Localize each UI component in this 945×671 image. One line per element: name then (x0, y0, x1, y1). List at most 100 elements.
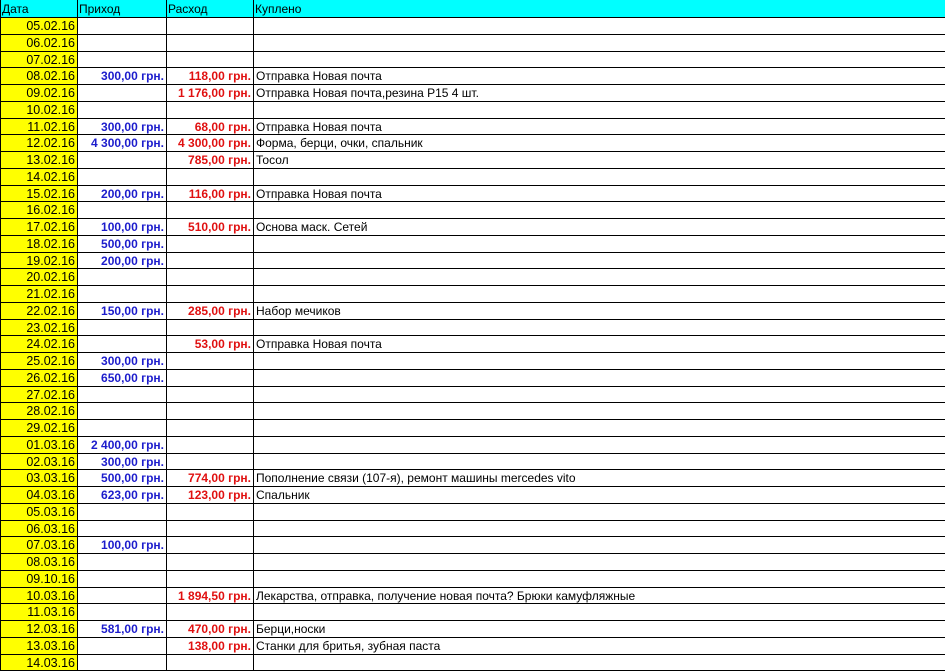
income-cell[interactable] (78, 286, 167, 303)
description-cell[interactable] (254, 253, 945, 270)
date-cell[interactable]: 27.02.16 (1, 386, 78, 404)
income-cell[interactable]: 200,00 грн. (78, 252, 167, 270)
expense-cell[interactable] (167, 353, 254, 370)
description-cell[interactable] (254, 353, 945, 370)
date-cell[interactable]: 24.02.16 (1, 336, 78, 353)
expense-cell[interactable]: 68,00 грн. (167, 118, 254, 136)
expense-cell[interactable] (167, 654, 254, 671)
income-cell[interactable]: 300,00 грн. (78, 353, 167, 370)
date-cell[interactable]: 04.03.16 (1, 487, 78, 504)
description-cell[interactable] (254, 437, 945, 454)
date-cell[interactable]: 11.03.16 (1, 604, 78, 621)
description-cell[interactable]: Тосол (254, 152, 945, 169)
description-cell[interactable] (254, 387, 945, 404)
header-purchased[interactable]: Куплено (254, 0, 945, 18)
description-cell[interactable] (254, 320, 945, 337)
description-cell[interactable] (254, 269, 945, 286)
description-cell[interactable] (254, 236, 945, 253)
income-cell[interactable] (78, 336, 167, 353)
income-cell[interactable] (78, 18, 167, 35)
expense-cell[interactable] (167, 269, 254, 286)
income-cell[interactable]: 300,00 грн. (78, 118, 167, 136)
expense-cell[interactable]: 4 300,00 грн. (167, 135, 254, 152)
date-cell[interactable]: 18.02.16 (1, 235, 78, 253)
date-cell[interactable]: 20.02.16 (1, 269, 78, 286)
income-cell[interactable] (78, 637, 167, 655)
income-cell[interactable] (78, 570, 167, 588)
expense-cell[interactable] (167, 34, 254, 52)
income-cell[interactable] (78, 101, 167, 119)
expense-cell[interactable]: 138,00 грн. (167, 637, 254, 655)
expense-cell[interactable] (167, 453, 254, 471)
description-cell[interactable] (254, 571, 945, 588)
income-cell[interactable]: 300,00 грн. (78, 453, 167, 471)
date-cell[interactable]: 19.02.16 (1, 252, 78, 270)
description-cell[interactable]: Отправка Новая почта (254, 119, 945, 136)
description-cell[interactable] (254, 202, 945, 219)
expense-cell[interactable]: 123,00 грн. (167, 487, 254, 504)
income-cell[interactable]: 581,00 грн. (78, 621, 167, 638)
header-date[interactable]: Дата (1, 0, 78, 18)
expense-cell[interactable] (167, 168, 254, 186)
income-cell[interactable] (78, 520, 167, 538)
description-cell[interactable] (254, 604, 945, 621)
income-cell[interactable] (78, 587, 167, 605)
expense-cell[interactable] (167, 51, 254, 69)
expense-cell[interactable] (167, 202, 254, 219)
income-cell[interactable] (78, 168, 167, 186)
description-cell[interactable] (254, 102, 945, 119)
date-cell[interactable]: 23.02.16 (1, 319, 78, 337)
date-cell[interactable]: 14.03.16 (1, 654, 78, 671)
expense-cell[interactable]: 510,00 грн. (167, 219, 254, 236)
description-cell[interactable] (254, 537, 945, 554)
expense-cell[interactable] (167, 386, 254, 404)
date-cell[interactable]: 09.02.16 (1, 85, 78, 102)
description-cell[interactable] (254, 52, 945, 69)
date-cell[interactable]: 12.03.16 (1, 621, 78, 638)
expense-cell[interactable]: 116,00 грн. (167, 185, 254, 203)
income-cell[interactable] (78, 554, 167, 571)
description-cell[interactable]: Отправка Новая почта (254, 336, 945, 353)
date-cell[interactable]: 26.02.16 (1, 369, 78, 387)
income-cell[interactable]: 100,00 грн. (78, 219, 167, 236)
expense-cell[interactable]: 1 894,50 грн. (167, 587, 254, 605)
description-cell[interactable]: Основа маск. Сетей (254, 219, 945, 236)
expense-cell[interactable] (167, 319, 254, 337)
date-cell[interactable]: 22.02.16 (1, 302, 78, 320)
date-cell[interactable]: 05.03.16 (1, 503, 78, 521)
expense-cell[interactable] (167, 403, 254, 420)
expense-cell[interactable]: 774,00 грн. (167, 470, 254, 487)
expense-cell[interactable]: 470,00 грн. (167, 621, 254, 638)
description-cell[interactable]: Лекарства, отправка, получение новая поч… (254, 588, 945, 605)
income-cell[interactable] (78, 85, 167, 102)
date-cell[interactable]: 17.02.16 (1, 219, 78, 236)
income-cell[interactable] (78, 152, 167, 169)
expense-cell[interactable]: 1 176,00 грн. (167, 85, 254, 102)
expense-cell[interactable] (167, 503, 254, 521)
date-cell[interactable]: 29.02.16 (1, 420, 78, 437)
date-cell[interactable]: 21.02.16 (1, 286, 78, 303)
description-cell[interactable] (254, 35, 945, 52)
description-cell[interactable]: Отправка Новая почта (254, 186, 945, 203)
date-cell[interactable]: 25.02.16 (1, 353, 78, 370)
income-cell[interactable]: 100,00 грн. (78, 537, 167, 554)
income-cell[interactable] (78, 604, 167, 621)
date-cell[interactable]: 02.03.16 (1, 453, 78, 471)
expense-cell[interactable] (167, 604, 254, 621)
header-expense[interactable]: Расход (167, 0, 254, 18)
expense-cell[interactable] (167, 520, 254, 538)
date-cell[interactable]: 11.02.16 (1, 118, 78, 136)
description-cell[interactable]: Пополнение связи (107-я), ремонт машины … (254, 470, 945, 487)
date-cell[interactable]: 01.03.16 (1, 436, 78, 454)
date-cell[interactable]: 05.02.16 (1, 18, 78, 35)
income-cell[interactable] (78, 386, 167, 404)
expense-cell[interactable] (167, 235, 254, 253)
expense-cell[interactable] (167, 286, 254, 303)
income-cell[interactable]: 200,00 грн. (78, 185, 167, 203)
description-cell[interactable]: Отправка Новая почта,резина Р15 4 шт. (254, 85, 945, 102)
description-cell[interactable] (254, 521, 945, 538)
income-cell[interactable] (78, 503, 167, 521)
description-cell[interactable]: Набор мечиков (254, 303, 945, 320)
income-cell[interactable] (78, 202, 167, 219)
date-cell[interactable]: 10.03.16 (1, 587, 78, 605)
